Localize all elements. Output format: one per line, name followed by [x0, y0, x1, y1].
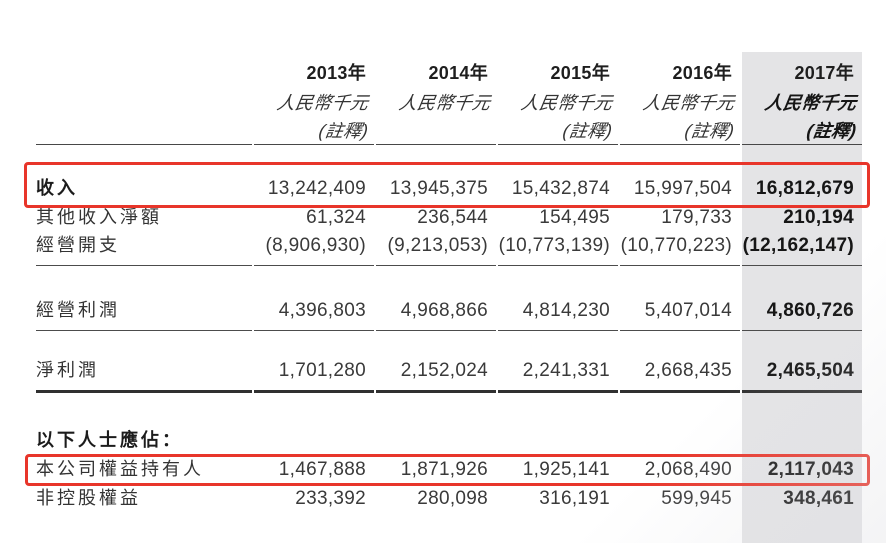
cell: 2,668,435 — [620, 331, 740, 393]
cell: 2,068,490 — [644, 459, 732, 480]
table-header-notes: (註釋) (註釋) (註釋) (註釋) — [36, 116, 862, 145]
cell: 2,241,331 — [498, 331, 618, 393]
cell: 233,392 — [295, 488, 366, 509]
year-header-2016: 2016年 — [672, 62, 732, 83]
cell — [620, 393, 740, 454]
year-header-2017: 2017年 — [794, 62, 854, 83]
table-header-units: 人民幣千元 人民幣千元 人民幣千元 人民幣千元 人民幣千元 — [36, 88, 862, 116]
cell: (12,162,147) — [742, 231, 862, 266]
cell: 13,945,375 — [389, 178, 488, 199]
cell: (9,213,053) — [376, 231, 496, 266]
table-row-equity-holders: 本公司權益持有人 1,467,888 1,871,926 1,925,141 2… — [36, 454, 862, 483]
cell: 1,701,280 — [254, 331, 374, 393]
cell: (10,770,223) — [620, 231, 740, 266]
cell: 15,432,874 — [511, 178, 610, 199]
year-header-2013: 2013年 — [306, 62, 366, 83]
cell — [742, 393, 862, 454]
cell: 61,324 — [306, 207, 366, 228]
cell: 16,812,679 — [755, 178, 854, 199]
unit-text: 人民幣千元 — [518, 93, 614, 113]
table-row-net-profit: 淨利潤 1,701,280 2,152,024 2,241,331 2,668,… — [36, 331, 862, 393]
cell: 4,396,803 — [254, 266, 374, 331]
note-text: (註釋) — [805, 121, 858, 141]
row-label: 經營開支 — [36, 231, 252, 266]
cell: 15,997,504 — [633, 178, 732, 199]
unit-header: 人民幣千元 — [498, 88, 618, 116]
header-spacer — [36, 116, 252, 145]
cell: 4,968,866 — [376, 266, 496, 331]
cell: 1,467,888 — [278, 459, 366, 480]
note-text: (註釋) — [561, 121, 614, 141]
note-header: (註釋) — [498, 116, 618, 145]
cell: 2,465,504 — [742, 331, 862, 393]
cell: 348,461 — [783, 488, 854, 509]
cell: 4,814,230 — [498, 266, 618, 331]
year-header-2014: 2014年 — [428, 62, 488, 83]
note-header: (註釋) — [254, 116, 374, 145]
annotation-box-equity-holders-row — [25, 454, 870, 486]
row-label: 以下人士應佔： — [36, 430, 183, 450]
table-row-operating-expenses: 經營開支 (8,906,930) (9,213,053) (10,773,139… — [36, 231, 862, 266]
note-text: (註釋) — [317, 121, 370, 141]
unit-text: 人民幣千元 — [640, 93, 736, 113]
cell: 599,945 — [661, 488, 732, 509]
cell: 2,152,024 — [376, 331, 496, 393]
table-row-attributable-to: 以下人士應佔： — [36, 393, 862, 454]
year-header-2015: 2015年 — [550, 62, 610, 83]
table-row-other-income: 其他收入淨額 61,324 236,544 154,495 179,733 21… — [36, 202, 862, 231]
cell — [498, 393, 618, 454]
row-label: 淨利潤 — [36, 331, 252, 393]
header-spacer — [36, 88, 252, 116]
unit-header: 人民幣千元 — [620, 88, 740, 116]
note-header — [376, 116, 496, 145]
row-label: 收入 — [36, 178, 78, 198]
cell: 2,117,043 — [767, 459, 854, 480]
cell: 236,544 — [417, 207, 488, 228]
cell: 179,733 — [661, 207, 732, 228]
note-text: (註釋) — [683, 121, 736, 141]
cell: 210,194 — [783, 207, 854, 228]
note-header: (註釋) — [742, 116, 862, 145]
cell: 154,495 — [539, 207, 610, 228]
row-label: 經營利潤 — [36, 266, 252, 331]
annotation-box-revenue-row — [24, 162, 870, 208]
row-label: 本公司權益持有人 — [36, 459, 204, 479]
table-row-operating-profit: 經營利潤 4,396,803 4,968,866 4,814,230 5,407… — [36, 266, 862, 331]
cell: 1,871,926 — [400, 459, 488, 480]
table-row-revenue: 收入 13,242,409 13,945,375 15,432,874 15,9… — [36, 145, 862, 202]
financial-summary-table: 2013年 2014年 2015年 2016年 2017年 人民幣千元 人民幣千… — [34, 55, 864, 512]
unit-text: 人民幣千元 — [396, 93, 492, 113]
cell: 13,242,409 — [267, 178, 366, 199]
cell: 4,860,726 — [742, 266, 862, 331]
row-label: 其他收入淨額 — [36, 207, 162, 227]
unit-text: 人民幣千元 — [274, 93, 370, 113]
note-header: (註釋) — [620, 116, 740, 145]
row-label: 非控股權益 — [36, 488, 141, 508]
column-highlight-2017 — [742, 52, 862, 543]
header-spacer — [36, 55, 252, 88]
unit-text: 人民幣千元 — [762, 93, 858, 113]
cell: (8,906,930) — [254, 231, 374, 266]
cell: (10,773,139) — [498, 231, 618, 266]
table-header-years: 2013年 2014年 2015年 2016年 2017年 — [36, 55, 862, 88]
table-row-non-controlling-interests: 非控股權益 233,392 280,098 316,191 599,945 34… — [36, 483, 862, 512]
cell: 280,098 — [417, 488, 488, 509]
unit-header: 人民幣千元 — [742, 88, 862, 116]
cell: 5,407,014 — [620, 266, 740, 331]
cell: 1,925,141 — [522, 459, 610, 480]
unit-header: 人民幣千元 — [254, 88, 374, 116]
cell — [376, 393, 496, 454]
cell — [254, 393, 374, 454]
cell: 316,191 — [539, 488, 610, 509]
unit-header: 人民幣千元 — [376, 88, 496, 116]
